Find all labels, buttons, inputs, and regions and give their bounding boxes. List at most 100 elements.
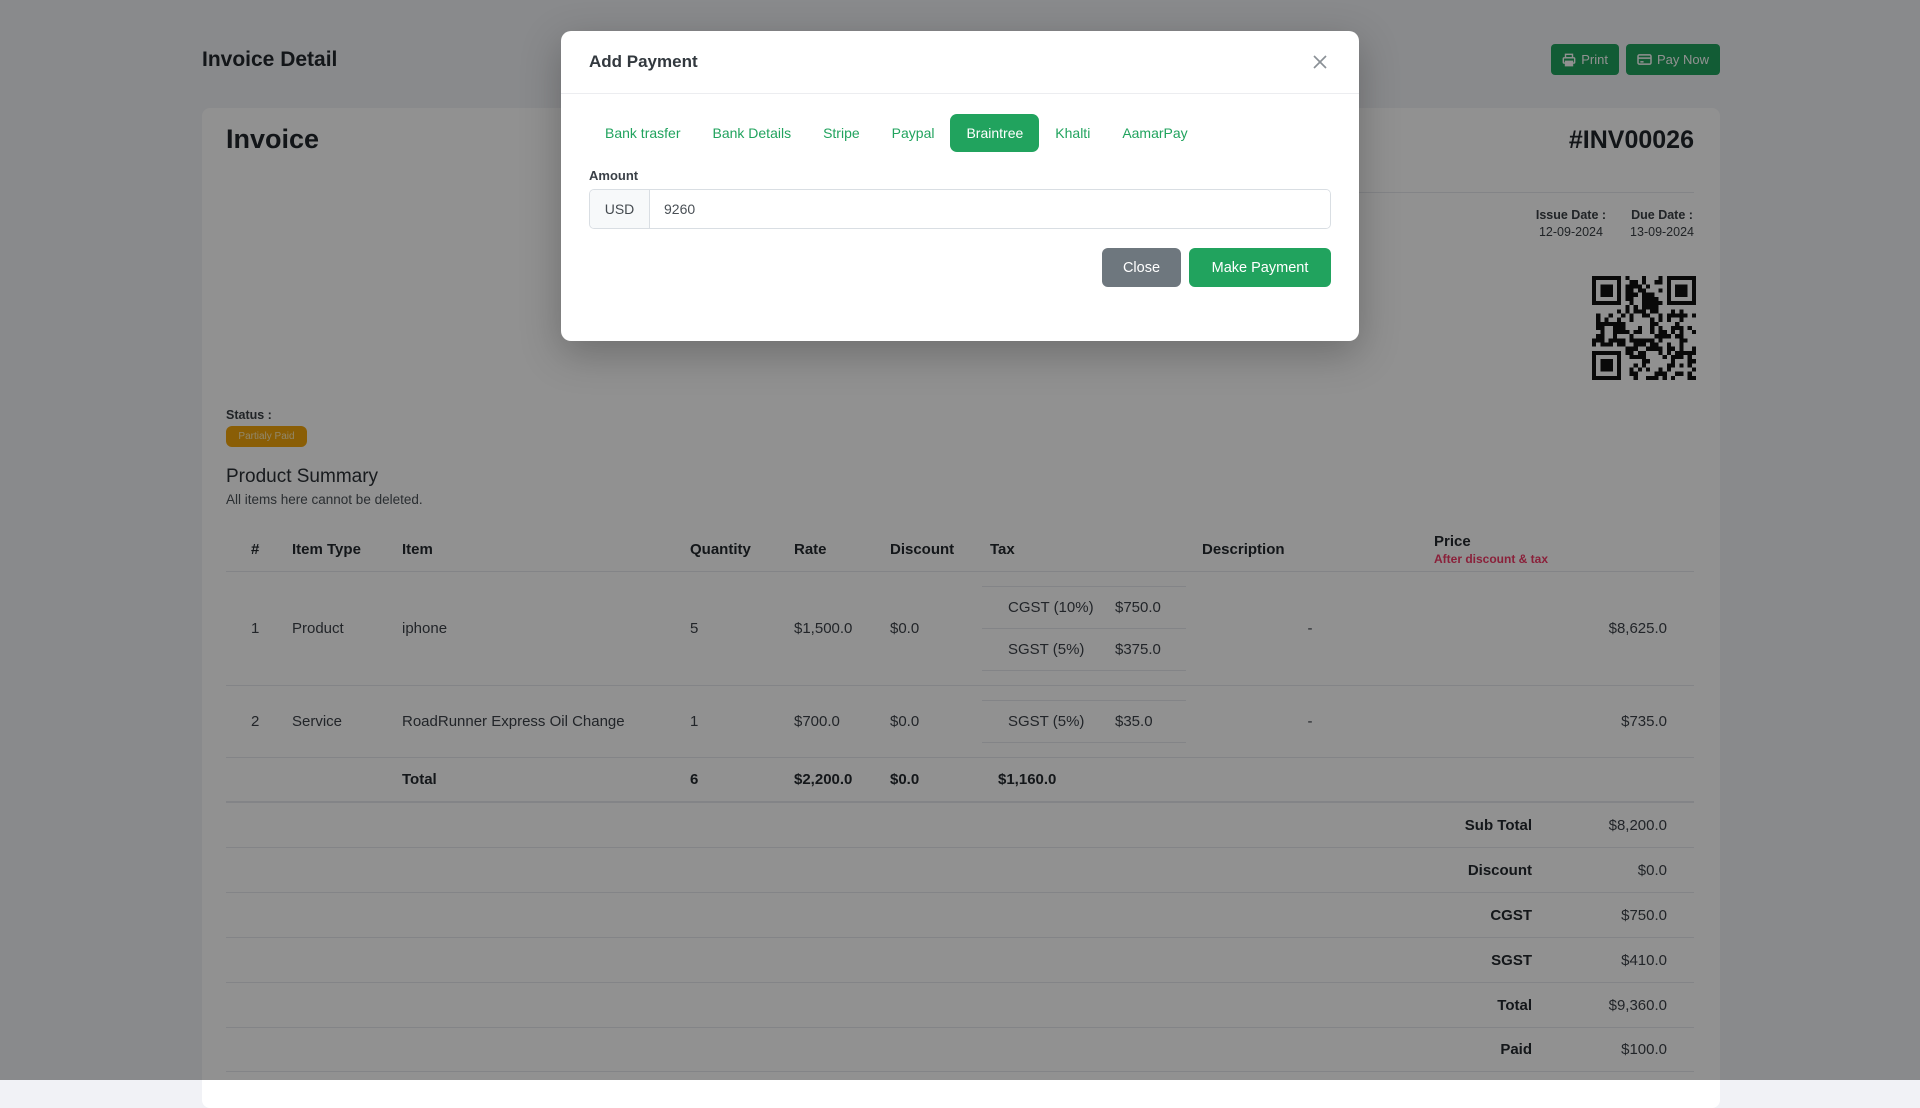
summary-label: SGST	[1491, 951, 1532, 969]
table-row: 1 Product iphone 5 $1,500.0 $0.0 CGST (10%) $75…	[226, 572, 1694, 686]
cell-tax: CGST (10%) $750.0 SGST (5%) $375.0	[982, 572, 1194, 686]
cell-tax: SGST (5%) $35.0	[982, 686, 1194, 758]
total-discount: $0.0	[890, 771, 920, 788]
currency-prefix: USD	[590, 190, 650, 228]
summary-row-sub-total: Sub Total $8,200.0	[226, 802, 1694, 847]
cell-description: -	[1307, 620, 1313, 637]
tax-name: CGST (10%)	[1008, 599, 1094, 616]
header-quantity: Quantity	[690, 541, 751, 558]
status-label: Status :	[226, 408, 272, 422]
total-rate: $2,200.0	[794, 771, 853, 788]
cell-discount: $0.0	[890, 620, 920, 637]
make-payment-button[interactable]: Make Payment	[1189, 248, 1331, 287]
tab-stripe[interactable]: Stripe	[807, 114, 876, 152]
pay-now-button[interactable]: Pay Now	[1625, 44, 1720, 75]
cell-discount: $0.0	[890, 713, 920, 730]
cell-item: iphone	[402, 620, 448, 637]
header-num: #	[251, 541, 260, 558]
printer-icon	[1562, 53, 1576, 67]
total-quantity: 6	[690, 771, 699, 788]
header-divider	[1104, 192, 1694, 193]
page-header: Invoice Detail Print Pay Now	[202, 44, 1720, 75]
table-row: 2 Service RoadRunner Express Oil Change 1 $7…	[226, 686, 1694, 758]
summary-row-sgst: SGST $410.0	[226, 937, 1694, 982]
status-badge: Partialy Paid	[226, 426, 307, 447]
summary-value: $100.0	[1621, 1041, 1667, 1058]
tab-bank-trasfer[interactable]: Bank trasfer	[589, 114, 696, 152]
cell-item-type: Service	[292, 713, 343, 730]
header-price: Price After discount & tax	[1426, 528, 1694, 572]
issue-date: Issue Date : 12-09-2024	[1535, 208, 1607, 239]
tax-value: $750.0	[1115, 599, 1161, 616]
modal-footer: Close Make Payment	[589, 248, 1331, 287]
invoice-card: Invoice #INV00026 Issue Date : 12-09-202…	[202, 108, 1720, 1108]
summary-label: Paid	[1500, 1041, 1532, 1058]
price-subheader: After discount & tax	[1434, 552, 1549, 566]
close-button[interactable]: Close	[1102, 248, 1181, 287]
cell-quantity: 5	[690, 620, 699, 637]
close-icon[interactable]	[1309, 51, 1331, 73]
tax-value: $375.0	[1115, 641, 1161, 658]
summary-row-paid: Paid $100.0	[226, 1027, 1694, 1072]
summary-label: Sub Total	[1464, 816, 1532, 834]
invoice-number: #INV00026	[1568, 126, 1694, 154]
product-summary-note: All items here cannot be deleted.	[226, 492, 423, 507]
items-table-wrap: # Item Type Item Quantity Rate Discount …	[226, 528, 1694, 1072]
tax-line: SGST (5%) $375.0	[982, 628, 1186, 671]
summary-label: CGST	[1490, 906, 1532, 924]
credit-card-icon	[1637, 53, 1652, 66]
tax-line: SGST (5%) $35.0	[982, 700, 1186, 743]
header-item: Item	[402, 541, 433, 558]
amount-input[interactable]	[650, 190, 1330, 228]
cell-description: -	[1307, 713, 1313, 730]
summary-value: $0.0	[1637, 861, 1667, 879]
modal-title: Add Payment	[589, 52, 698, 71]
cell-rate: $700.0	[794, 713, 840, 730]
header-discount: Discount	[890, 541, 955, 558]
cell-item: RoadRunner Express Oil Change	[402, 713, 625, 730]
amount-label: Amount	[589, 168, 639, 183]
modal-body: Bank trasfer Bank Details Stripe Paypal Brai…	[561, 94, 1359, 341]
tax-line: CGST (10%) $750.0	[982, 586, 1186, 628]
items-table: # Item Type Item Quantity Rate Discount …	[226, 528, 1694, 802]
qr-code	[1592, 276, 1696, 380]
cell-item-type: Product	[292, 620, 344, 637]
summary-value: $750.0	[1621, 906, 1667, 924]
total-label: Total	[402, 771, 437, 788]
cell-rate: $1,500.0	[794, 620, 853, 637]
invoice-heading: Invoice	[226, 124, 320, 154]
tab-braintree[interactable]: Braintree	[950, 114, 1040, 152]
header-actions: Print Pay Now	[1551, 44, 1720, 75]
cell-num: 1	[251, 620, 260, 637]
summary-value: $9,360.0	[1608, 996, 1667, 1014]
tab-aamarpay[interactable]: AamarPay	[1106, 114, 1203, 152]
invoice-dates: Issue Date : 12-09-2024 Due Date : 13-09…	[1536, 208, 1694, 239]
amount-input-group: USD	[589, 189, 1331, 229]
cell-price: $8,625.0	[1608, 620, 1667, 637]
header-description: Description	[1202, 541, 1285, 558]
summary-label: Total	[1497, 996, 1532, 1014]
cell-price: $735.0	[1621, 713, 1667, 730]
summary-label: Discount	[1467, 861, 1532, 879]
tax-value: $35.0	[1115, 713, 1153, 730]
tab-paypal[interactable]: Paypal	[876, 114, 951, 152]
summary-value: $8,200.0	[1608, 816, 1667, 834]
tax-name: SGST (5%)	[1008, 641, 1085, 658]
tax-name: SGST (5%)	[1008, 713, 1085, 730]
cell-quantity: 1	[690, 713, 699, 730]
tab-bank-details[interactable]: Bank Details	[696, 114, 807, 152]
summary-row-discount: Discount $0.0	[226, 847, 1694, 892]
summary-value: $410.0	[1621, 951, 1667, 969]
summary-row-total: Total $9,360.0	[226, 982, 1694, 1027]
total-tax: $1,160.0	[998, 771, 1057, 788]
payment-method-tabs: Bank trasfer Bank Details Stripe Paypal Brai…	[589, 114, 1331, 152]
modal-header: Add Payment	[561, 31, 1359, 94]
header-tax: Tax	[990, 541, 1015, 558]
totals-section: Sub Total $8,200.0 Discount $0.0 CGST $750.0 S…	[226, 802, 1694, 1072]
tab-khalti[interactable]: Khalti	[1039, 114, 1106, 152]
add-payment-modal: Add Payment Bank trasfer Bank Details Stri…	[561, 31, 1359, 341]
summary-row-cgst: CGST $750.0	[226, 892, 1694, 937]
header-rate: Rate	[794, 541, 827, 558]
print-button[interactable]: Print	[1551, 44, 1619, 75]
due-date: Due Date : 13-09-2024	[1630, 208, 1694, 239]
